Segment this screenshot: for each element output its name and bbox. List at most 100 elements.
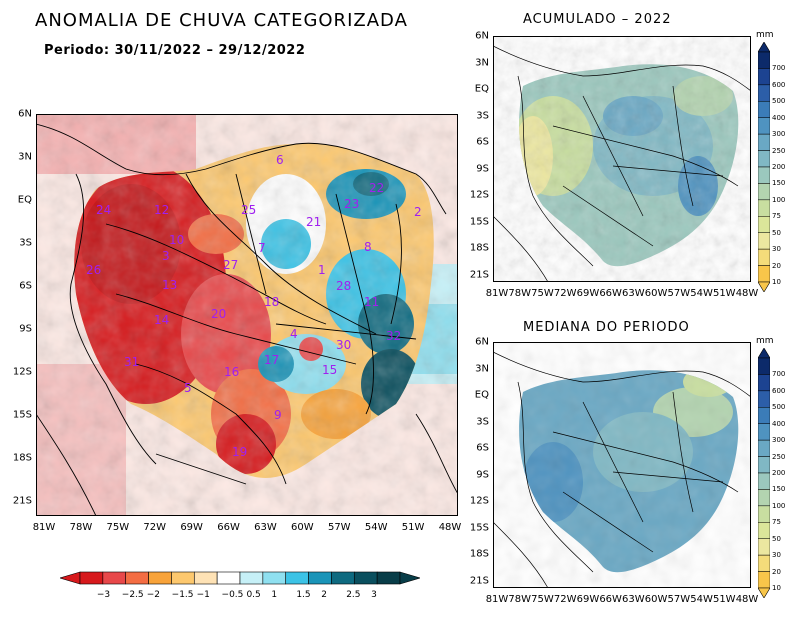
colorbar-tick-label: 400 — [772, 419, 786, 428]
lon-tick-label: 60W — [291, 522, 314, 533]
median-map — [493, 342, 751, 588]
colorbar-tick-label: −0.5 — [221, 590, 244, 600]
basin-label: 26 — [86, 263, 101, 277]
colorbar-tick-label: 30 — [772, 551, 781, 560]
lat-tick-label: 18S — [469, 242, 489, 254]
lat-tick-label: 3N — [475, 57, 489, 68]
basin-label: 13 — [162, 278, 177, 292]
lat-tick-label: 6N — [475, 30, 489, 42]
basin-label: 21 — [306, 215, 321, 229]
colorbar-tick-label: 600 — [772, 386, 786, 395]
colorbar-swatch — [353, 571, 378, 585]
lat-tick-label: 15S — [469, 216, 489, 227]
basin-label: 19 — [232, 445, 247, 459]
accumulated-colorbar: mm 700 600 500 400 300 250 200 150 100 75 50 30 20 10 — [756, 30, 785, 296]
lon-tick-label: 69W — [576, 594, 600, 605]
colorbar-tick-label: 75 — [772, 212, 781, 221]
lon-tick-label: 72W — [553, 594, 577, 605]
colorbar-tick-label: 0.5 — [246, 590, 261, 600]
colorbar-tick-label: 3 — [371, 590, 377, 600]
lon-tick-label: 75W — [531, 594, 554, 605]
lon-tick-label: 81W — [485, 594, 509, 605]
lat-tick-label: 3S — [19, 237, 32, 249]
lon-tick-label: 57W — [667, 288, 691, 299]
colorbar-tick-label: 1 — [271, 590, 278, 600]
colorbar-min-arrow — [757, 587, 771, 599]
colorbar-tick-label: −2.5 — [121, 590, 144, 600]
colorbar-swatch — [262, 571, 287, 585]
basin-label: 32 — [386, 329, 401, 343]
lon-tick-label: 66W — [599, 594, 622, 605]
basin-label: 3 — [162, 249, 170, 263]
lat-tick-label: 21S — [469, 575, 489, 586]
colorbar-tick-label: 300 — [772, 130, 786, 139]
colorbar-swatch — [239, 571, 264, 585]
colorbar-tick-label: 20 — [772, 567, 781, 576]
colorbar-swatch — [148, 571, 172, 585]
lon-tick-label: 78W — [508, 594, 532, 605]
lon-tick-label: 54W — [364, 522, 388, 533]
lat-tick-label: 3S — [476, 110, 489, 121]
lat-tick-label: 15S — [469, 522, 489, 533]
lat-tick-label: 6S — [476, 442, 489, 454]
basin-label: 18 — [264, 295, 279, 309]
colorbar-tick-label: 700 — [772, 370, 786, 379]
lat-tick-label: 9S — [476, 163, 489, 174]
lon-tick-label: 75W — [106, 522, 130, 533]
lat-tick-label: 18S — [469, 548, 489, 560]
lat-tick-label: 6S — [19, 280, 32, 292]
lat-tick-label: EQ — [474, 389, 489, 401]
colorbar-tick-label: −1.5 — [171, 590, 194, 600]
lon-tick-label: 78W — [508, 288, 532, 299]
lon-tick-label: 60W — [644, 288, 668, 299]
lon-tick-label: 72W — [143, 522, 167, 533]
lat-tick-label: 9S — [19, 323, 32, 335]
accumulated-map — [493, 36, 751, 282]
colorbar-max-arrow — [399, 571, 422, 585]
colorbar-tick-label: 150 — [772, 179, 786, 188]
lat-tick-label: 21S — [469, 269, 489, 280]
lon-tick-label: 51W — [712, 288, 736, 299]
basin-label: 11 — [364, 295, 379, 309]
lat-tick-label: 9S — [476, 469, 489, 480]
colorbar-tick-label: 100 — [772, 501, 786, 510]
lat-tick-label: 18S — [12, 452, 32, 464]
colorbar-tick-label: 150 — [772, 485, 786, 494]
colorbar-tick-label: 400 — [772, 113, 786, 122]
colorbar-tick-label: −1 — [196, 590, 210, 600]
anomaly-colorbar: −3 −2.5 −2 −1.5 −1 −0.5 0.5 1 1.5 2 2.5 3 — [58, 570, 422, 601]
basin-label: 5 — [184, 381, 192, 395]
lat-tick-label: 6N — [475, 336, 489, 348]
colorbar-tick-label: 500 — [772, 97, 786, 106]
colorbar-swatch — [193, 571, 218, 585]
colorbar-swatch — [216, 571, 241, 585]
colorbar-swatch — [79, 571, 104, 585]
colorbar-swatch — [171, 571, 195, 585]
lon-tick-label: 51W — [712, 594, 736, 605]
colorbar-tick-label: 30 — [772, 245, 781, 254]
basin-label: 15 — [322, 363, 337, 377]
lon-tick-label: 81W — [32, 522, 56, 533]
colorbar-tick-label: 20 — [772, 261, 781, 270]
anomaly-map: 6 22 23 24 12 25 21 2 10 3 7 8 26 27 13 … — [36, 114, 458, 516]
lat-tick-label: EQ — [17, 194, 32, 206]
colorbar-tick-label: 700 — [772, 64, 786, 73]
colorbar-tick-label: 200 — [772, 163, 786, 171]
basin-label: 25 — [241, 203, 256, 217]
lon-tick-label: 63W — [622, 288, 645, 299]
basin-label: 30 — [336, 338, 351, 352]
lon-tick-label: 78W — [69, 522, 93, 533]
lon-tick-label: 54W — [690, 594, 713, 605]
lon-tick-label: 63W — [254, 522, 277, 533]
accumulated-title: ACUMULADO – 2022 — [523, 12, 672, 27]
colorbar-tick-label: 50 — [772, 534, 781, 543]
period-subtitle: Periodo: 30/11/2022 – 29/12/2022 — [44, 43, 306, 58]
basin-label: 8 — [364, 240, 372, 254]
median-title: MEDIANA DO PERIODO — [523, 320, 690, 335]
basin-label: 7 — [258, 241, 266, 255]
basin-label: 10 — [169, 233, 184, 247]
lat-tick-label: 12S — [12, 366, 32, 378]
lon-tick-label: 75W — [531, 288, 554, 299]
colorbar-swatch — [125, 571, 149, 585]
lon-tick-label: 72W — [553, 288, 577, 299]
